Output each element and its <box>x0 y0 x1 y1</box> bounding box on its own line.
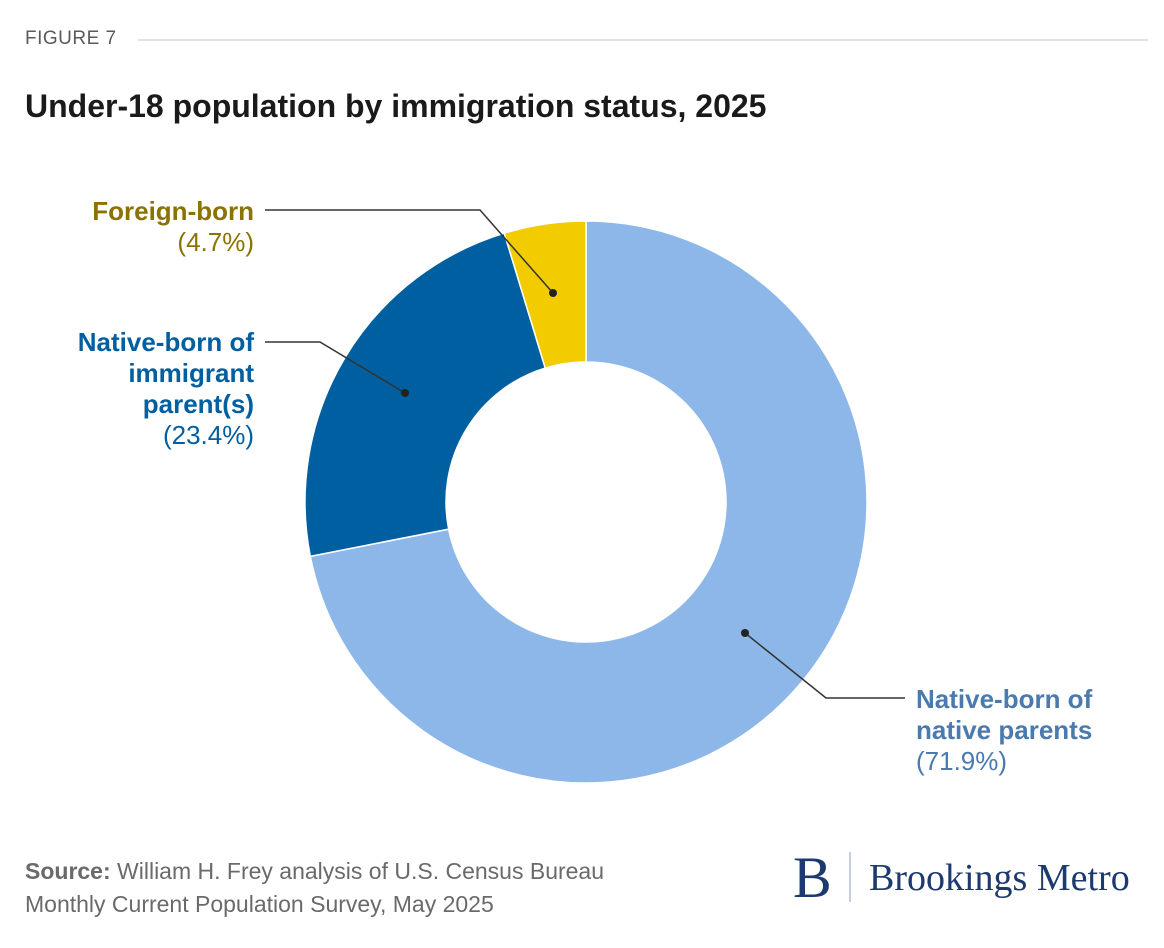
source-line2: Monthly Current Population Survey, May 2… <box>25 891 494 917</box>
source-line1: William H. Frey analysis of U.S. Census … <box>110 858 605 884</box>
leader-immigrant <box>265 341 406 394</box>
slice-native-born-of-native-parents <box>309 220 868 784</box>
figure-label: FIGURE 7 <box>25 28 117 49</box>
source-prefix: Source: <box>25 858 111 884</box>
chart-title: Under-18 population by immigration statu… <box>25 88 767 124</box>
label-foreign: Foreign-born (4.7%) <box>92 196 254 258</box>
leader-foreign <box>265 209 554 294</box>
source-note: Source: William H. Frey analysis of U.S.… <box>25 855 604 921</box>
slice-native-born-of-immigrant-parent-s- <box>304 232 547 558</box>
logo-separator <box>849 852 851 902</box>
label-immigrant-line3: parent(s) <box>142 389 254 419</box>
divider <box>138 39 1148 41</box>
label-immigrant-line2: immigrant <box>128 358 254 388</box>
leader-native <box>744 632 905 699</box>
slice-foreign-born <box>503 220 587 369</box>
logo-name: Brookings Metro <box>869 857 1130 899</box>
label-native-value: (71.9%) <box>916 746 1008 776</box>
label-native: Native-born of native parents (71.9%) <box>916 684 1092 777</box>
label-immigrant: Native-born of immigrant parent(s) (23.4… <box>78 327 254 451</box>
leader-lines <box>265 209 905 699</box>
dot-immigrant <box>401 389 409 397</box>
label-foreign-value: (4.7%) <box>177 227 254 257</box>
label-immigrant-line1: Native-born of <box>77 327 254 357</box>
dot-native <box>741 629 749 637</box>
label-native-line1: Native-born of <box>916 684 1093 714</box>
logo-mark: B <box>793 845 832 910</box>
label-immigrant-value: (23.4%) <box>162 420 254 450</box>
label-native-line2: native parents <box>916 715 1093 745</box>
label-foreign-name: Foreign-born <box>92 196 254 226</box>
dot-foreign <box>549 289 557 297</box>
